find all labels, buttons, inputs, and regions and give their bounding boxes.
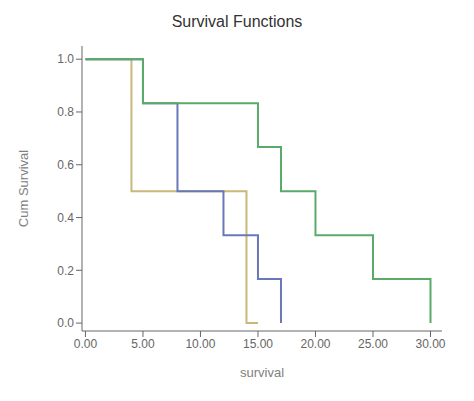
svg-text:1.0: 1.0 bbox=[57, 52, 74, 66]
svg-text:30.00: 30.00 bbox=[415, 337, 445, 351]
svg-text:25.00: 25.00 bbox=[358, 337, 388, 351]
svg-text:0.6: 0.6 bbox=[57, 158, 74, 172]
svg-text:0.8: 0.8 bbox=[57, 105, 74, 119]
svg-text:0.0: 0.0 bbox=[57, 316, 74, 330]
svg-text:survival: survival bbox=[240, 365, 284, 380]
svg-text:5.00: 5.00 bbox=[131, 337, 155, 351]
svg-text:0.2: 0.2 bbox=[57, 264, 74, 278]
svg-text:0.00: 0.00 bbox=[74, 337, 98, 351]
svg-text:Cum Survival: Cum Survival bbox=[16, 150, 31, 227]
svg-text:10.00: 10.00 bbox=[185, 337, 215, 351]
svg-text:0.4: 0.4 bbox=[57, 211, 74, 225]
svg-text:15.00: 15.00 bbox=[243, 337, 273, 351]
svg-text:20.00: 20.00 bbox=[300, 337, 330, 351]
html-text:Survival Functions: Survival Functions bbox=[171, 13, 303, 30]
